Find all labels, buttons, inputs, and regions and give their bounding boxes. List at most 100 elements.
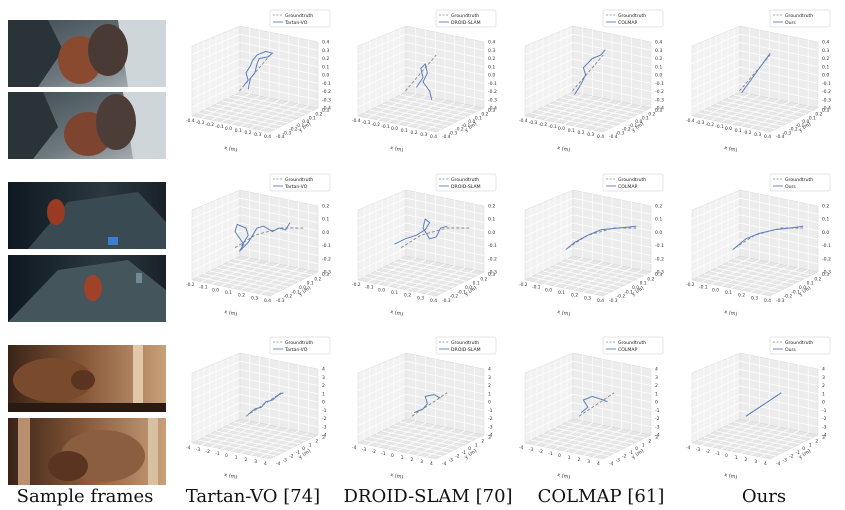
x-tick-label: -0.3 (529, 120, 538, 126)
x-tick-label: -2 (706, 449, 711, 455)
z-tick-label: -0.3 (322, 97, 331, 103)
z-tick-label: 0.4 (822, 40, 829, 46)
y-tick-label: 0.2 (647, 276, 654, 282)
x-tick-label: 0 (725, 453, 728, 459)
grid-lines (691, 28, 819, 131)
legend-groundtruth-label: Groundtruth (285, 177, 313, 183)
x-tick-label: -3 (529, 447, 534, 453)
x-tick-label: 0.2 (571, 293, 578, 299)
x-tick-label: -0.4 (186, 118, 195, 124)
y-tick-label: -0.2 (784, 294, 793, 300)
grid-lines (357, 192, 485, 295)
y-tick-label: -0.2 (789, 127, 798, 133)
x-tick-label: 0 (391, 453, 394, 459)
y-tick-label: 0.1 (642, 115, 649, 121)
y-tick-label: -1 (296, 450, 301, 456)
y-tick-label: -3 (616, 457, 621, 463)
sample-frame-scene1-b (8, 92, 166, 159)
x-axis-label: x (m) (390, 309, 404, 318)
z-tick-label: 3 (488, 375, 491, 381)
z-tick-label: -1 (322, 408, 327, 414)
z-tick-label: -0.2 (655, 256, 664, 262)
z-tick-label: -0.3 (822, 97, 831, 103)
y-tick-label: 0.0 (635, 119, 642, 125)
x-tick-label: 0.1 (735, 128, 742, 134)
x-tick-label: -4 (186, 445, 191, 451)
z-tick-label: 0.4 (322, 40, 329, 46)
x-tick-label: -3 (696, 447, 701, 453)
grid-lines (191, 355, 319, 458)
y-tick-label: -0.2 (284, 294, 293, 300)
x-tick-label: 0.2 (578, 130, 585, 136)
z-tick-label: 1 (655, 391, 658, 397)
y-tick-label: 0.2 (815, 112, 822, 118)
y-tick-label: -4 (776, 461, 781, 467)
y-tick-label: -0.3 (442, 298, 451, 304)
x-tick-label: 0.4 (597, 134, 604, 140)
y-tick-label: -0.2 (450, 294, 459, 300)
x-tick-label: -3 (362, 447, 367, 453)
z-tick-label: -3 (655, 424, 660, 430)
z-tick-label: -4 (822, 433, 827, 439)
x-axis-label: x (m) (557, 145, 571, 154)
grid-lines (191, 192, 319, 295)
z-tick-label: -0.1 (322, 243, 331, 249)
x-tick-label: 0.3 (251, 295, 258, 301)
z-tick-label: 0.2 (488, 56, 495, 62)
x-tick-label: -0.3 (196, 120, 205, 126)
x-tick-label: 0.1 (725, 290, 732, 296)
y-tick-label: 1 (809, 442, 812, 448)
z-tick-label: 0.3 (822, 48, 829, 54)
y-tick-label: -0.2 (622, 127, 631, 133)
legend-groundtruth-label: Groundtruth (785, 177, 813, 183)
estimated-trajectory (243, 50, 274, 90)
trajectory-plot-tartan-scene1: GroundtruthTartan-VO0.40.30.20.10.0-0.1-… (186, 9, 331, 154)
x-tick-label: 4 (764, 461, 767, 467)
y-tick-label: 3 (655, 435, 658, 441)
groundtruth-trajectory (411, 392, 448, 417)
grid-lines (524, 355, 652, 458)
z-tick-label: 0.1 (655, 217, 662, 223)
y-tick-label: -0.4 (776, 134, 785, 140)
x-tick-label: 0.0 (212, 287, 219, 293)
x-tick-label: 0 (225, 453, 228, 459)
y-tick-label: 2 (315, 439, 318, 445)
y-tick-label: 0.2 (314, 276, 321, 282)
y-tick-label: 0.1 (807, 281, 814, 287)
x-tick-label: -1 (215, 451, 220, 457)
x-tick-label: -2 (206, 449, 211, 455)
x-axis-label: x (m) (224, 145, 238, 154)
z-tick-label: -0.2 (488, 89, 497, 95)
x-tick-label: -0.4 (352, 118, 361, 124)
y-tick-label: -0.1 (462, 123, 471, 129)
z-tick-label: -4 (322, 433, 327, 439)
y-tick-label: 1 (475, 442, 478, 448)
caption-ours: Ours (741, 486, 787, 507)
x-tick-label: -1 (548, 451, 553, 457)
y-tick-label: 0.1 (640, 281, 647, 287)
x-axis-label: x (m) (224, 309, 238, 318)
y-tick-label: 2 (481, 439, 484, 445)
z-tick-label: -0.4 (488, 106, 497, 112)
y-tick-label: 0.1 (473, 281, 480, 287)
x-tick-label: 1 (235, 455, 238, 461)
y-tick-label: -0.3 (449, 130, 458, 136)
z-tick-label: 4 (488, 367, 491, 373)
estimated-trajectory (415, 63, 433, 101)
z-tick-label: 2 (322, 383, 325, 389)
y-tick-label: -0.1 (796, 123, 805, 129)
estimated-trajectory (745, 392, 782, 417)
z-tick-label: 0.2 (655, 204, 662, 210)
z-tick-label: -3 (488, 424, 493, 430)
x-tick-label: -0.2 (206, 122, 215, 128)
y-tick-label: 0.0 (465, 285, 472, 291)
legend-groundtruth-label: Groundtruth (785, 340, 813, 346)
y-tick-label: 0.1 (309, 115, 316, 121)
x-tick-label: 0.2 (404, 293, 411, 299)
z-tick-label: 3 (822, 375, 825, 381)
y-tick-label: -2 (622, 454, 627, 460)
z-tick-label: 0.0 (655, 73, 662, 79)
